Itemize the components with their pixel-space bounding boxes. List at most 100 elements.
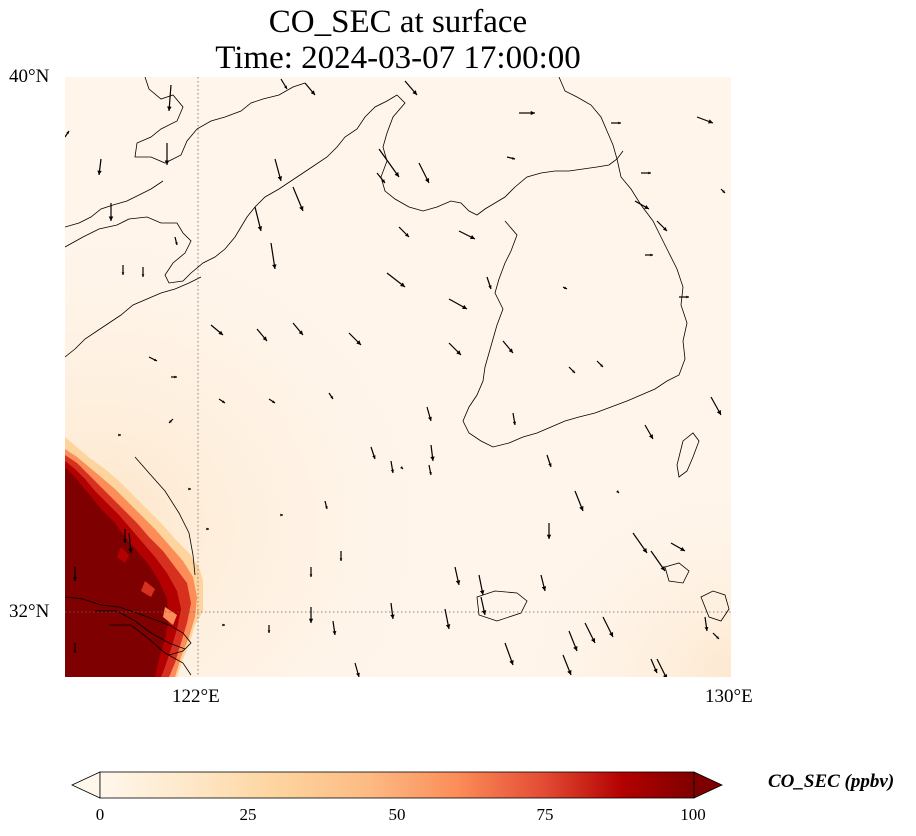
wind-vector-head [572,370,575,373]
wind-vector-head [608,632,614,637]
wind-vector-head [430,456,435,461]
wind-vector-head [456,350,461,355]
wind-vector-head [662,226,667,231]
wind-vector-head [381,179,385,183]
colorbar [70,768,730,807]
wind-vector-head [708,119,713,124]
wind-vector-head [590,638,596,643]
wind-vector-head [548,463,552,467]
wind-vector-head [716,636,719,639]
wind-vector-head [280,513,283,517]
wind-vector-head [284,85,287,89]
lon-label-122e: 122°E [172,686,220,707]
wind-vector-head [108,216,114,221]
wind-vector-head [716,410,721,415]
wind-vector-head [330,396,333,399]
wind-vector-head [310,90,315,95]
map-title-line2: Time: 2024-03-07 17:00:00 [215,40,581,76]
colorbar-tick-50: 50 [388,805,406,824]
wind-vector-head [154,358,157,362]
colorbar-extend-high [693,771,723,799]
wind-vector-head [218,330,223,335]
wind-vector-head [309,574,313,577]
wind-vector-head [470,234,475,240]
wind-vector-head [308,618,314,623]
colorbar-tick-75: 75 [536,805,554,824]
wind-vector-head [169,420,172,423]
wind-vector-head [400,466,403,469]
wind-vector-head [648,171,651,175]
wind-vectors [65,78,726,677]
wind-vector-head [167,106,172,111]
wind-vector-head [530,110,535,116]
lon-label-130e: 130°E [705,686,753,707]
map-panel[interactable] [65,77,731,677]
wind-vector-head [325,506,328,509]
map-title-line1: CO_SEC at surface [268,4,528,40]
wind-vector-head [412,90,417,95]
wind-vector-head [662,674,668,677]
wind-vector-head [404,232,409,237]
colorbar-label: CO_SEC (ppbv) [768,771,895,792]
wind-vector-head [272,400,275,403]
wind-vector-head [188,487,191,491]
wind-vector-head [272,264,277,269]
wind-vector-head [644,204,649,209]
wind-vector-head [332,630,337,635]
wind-vector-head [262,336,267,341]
wind-vector-head [175,242,178,245]
wind-vector-head [479,590,485,595]
coastlines [65,77,730,676]
wind-vector-head [650,253,653,257]
wind-vector-head [618,121,621,125]
wind-vector-head [573,646,578,651]
wind-vector-head [600,364,603,367]
wind-vector-head [455,580,461,585]
wind-vector-head [339,558,343,561]
wind-vector-head [686,295,689,299]
wind-vector-head [660,566,665,571]
wind-vector-head [653,668,658,673]
wind-vector-head [508,348,513,353]
wind-vector-head [257,226,263,231]
wind-vector-head [394,172,399,177]
wind-vector-head [481,610,487,615]
wind-vector-head [400,282,405,287]
wind-vector-head [277,176,283,181]
wind-vector-head [299,206,304,211]
wind-vector-head [704,626,709,631]
wind-vector-head [428,416,432,421]
wind-vector-head [579,506,584,511]
wind-vector-head [642,548,647,553]
wind-vector-head [356,340,361,345]
wind-vector-head [445,624,451,629]
wind-vector-head [390,614,395,619]
wind-vector-head [462,304,467,309]
wind-vector-head [123,539,127,543]
colorbar-gradient [99,771,695,799]
wind-vector-head [424,178,430,183]
wind-vector-head [73,650,77,653]
wind-vector-shaft [378,148,400,178]
wind-vector-head [390,469,395,473]
wind-vector-head [356,672,360,677]
wind-vector-head [429,472,432,475]
wind-vector-head [509,660,514,665]
wind-vector-head [722,190,725,193]
wind-vector-head [121,272,125,275]
colorbar-tick-25: 25 [239,805,257,824]
colorbar-tick-0: 0 [95,805,105,824]
wind-vector-head [164,160,170,165]
lat-label-32n: 32°N [9,601,50,622]
map-canvas [65,77,731,677]
wind-vector-head [564,286,567,290]
wind-vector-head [206,527,209,531]
wind-vector-head [73,577,77,581]
wind-vector-head [118,433,121,437]
gridlines [65,77,731,677]
wind-vector-head [512,421,517,425]
wind-vector-head [66,131,69,134]
wind-vector-head [97,170,102,175]
wind-vector-head [128,548,133,553]
wind-vector-head [567,670,572,675]
